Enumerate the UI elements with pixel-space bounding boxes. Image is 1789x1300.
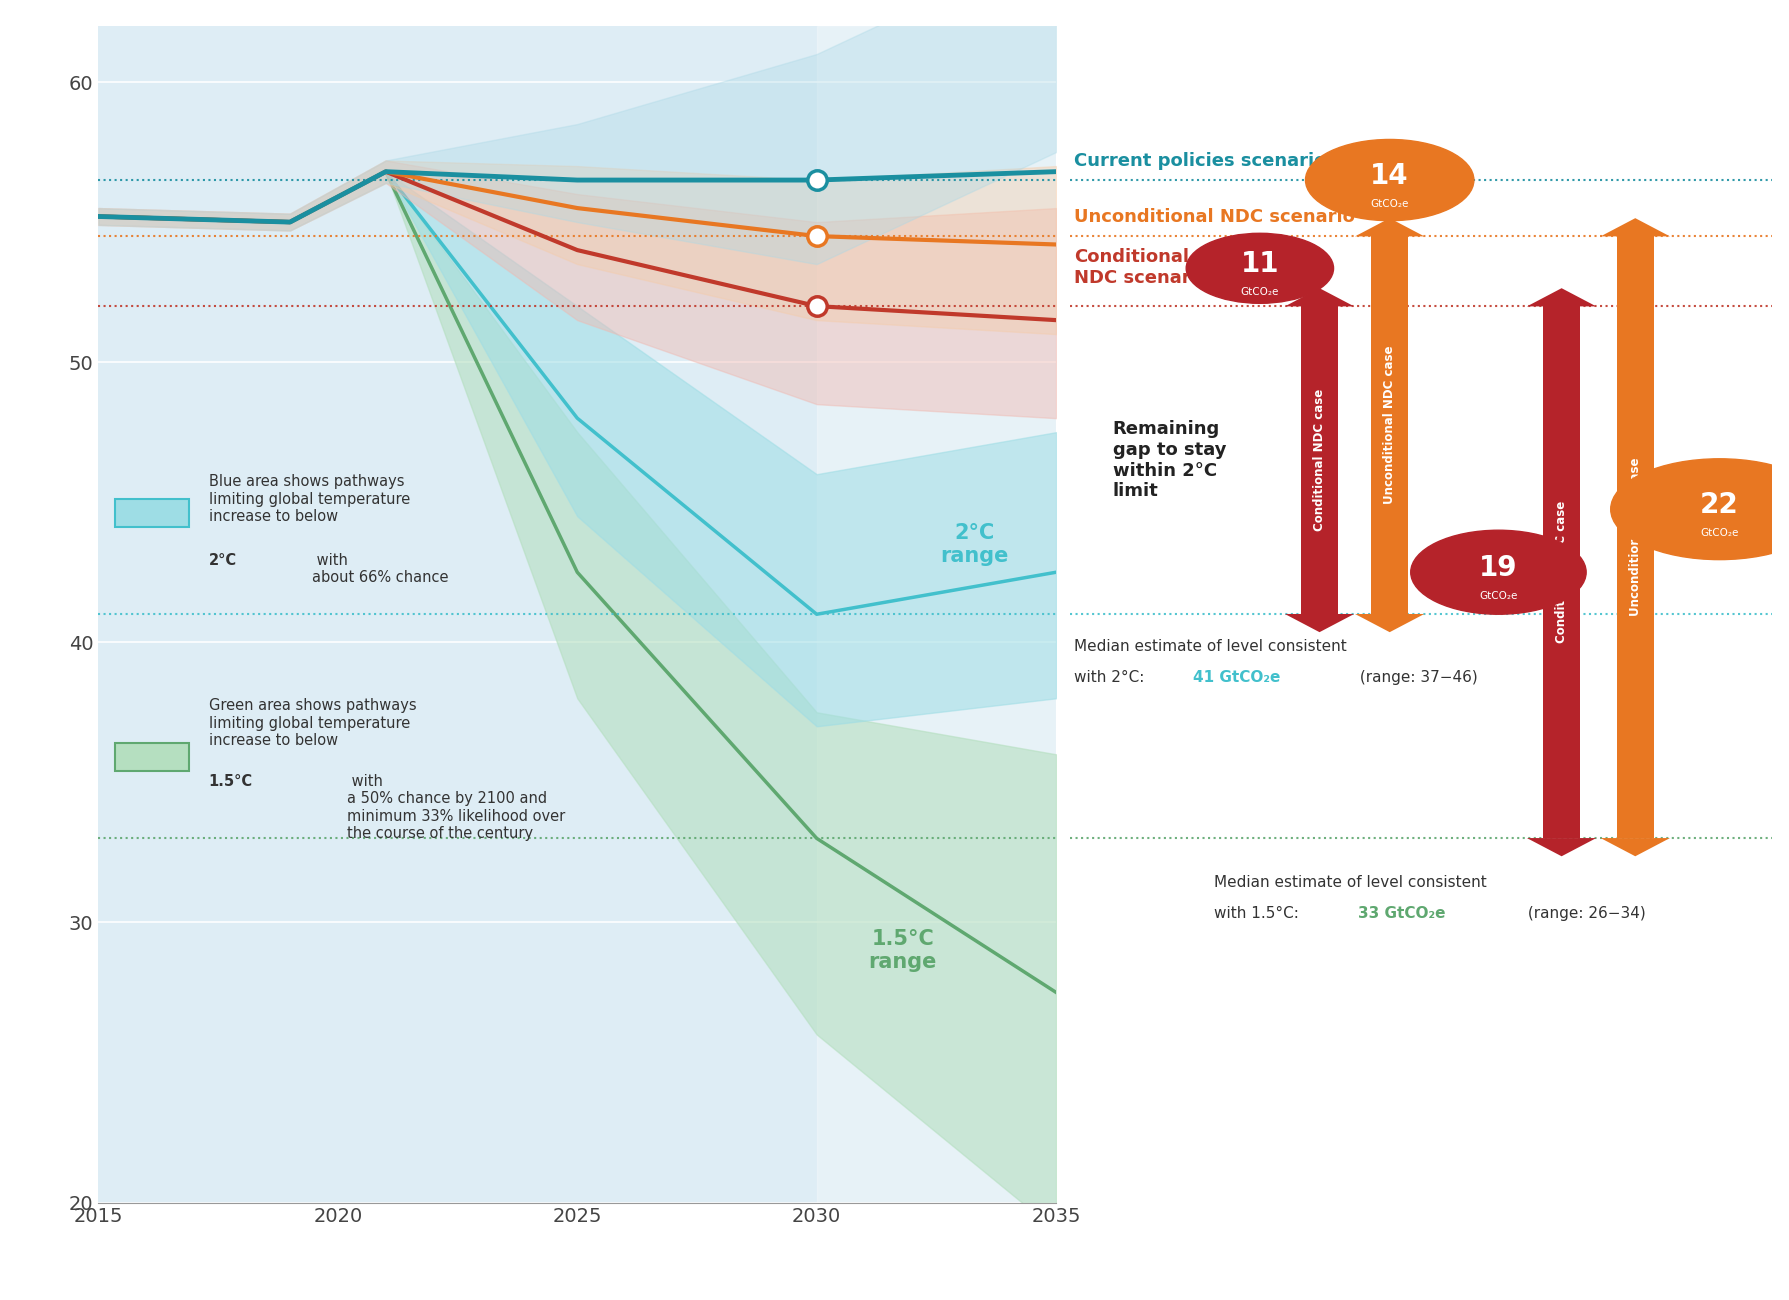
FancyBboxPatch shape — [114, 744, 190, 771]
Text: GtCO₂e: GtCO₂e — [1240, 287, 1279, 298]
Ellipse shape — [1186, 233, 1333, 303]
Text: 19: 19 — [1478, 554, 1517, 582]
Text: with
about 66% chance: with about 66% chance — [311, 552, 447, 585]
FancyArrow shape — [1599, 218, 1669, 237]
Text: GtCO₂e: GtCO₂e — [1370, 199, 1408, 209]
FancyArrow shape — [1526, 838, 1596, 857]
Text: 14: 14 — [1370, 162, 1408, 190]
Text: 1.5°C
range: 1.5°C range — [868, 928, 936, 972]
Text: 11: 11 — [1240, 250, 1279, 278]
Text: Unconditional NDC scenario: Unconditional NDC scenario — [1073, 208, 1354, 226]
FancyArrow shape — [1354, 614, 1424, 632]
Text: with
a 50% chance by 2100 and
minimum 33% likelihood over
the course of the cent: with a 50% chance by 2100 and minimum 33… — [347, 774, 565, 841]
Bar — [1615, 237, 1653, 838]
Text: (range: 26−34): (range: 26−34) — [1522, 906, 1644, 920]
Text: GtCO₂e: GtCO₂e — [1478, 592, 1517, 601]
Bar — [1370, 237, 1408, 615]
Bar — [816, 26, 1056, 1202]
Text: Conditional NDC case: Conditional NDC case — [1313, 389, 1326, 532]
FancyArrow shape — [1285, 289, 1354, 307]
Text: Unconditional NDC case: Unconditional NDC case — [1383, 346, 1395, 504]
Text: Median estimate of level consistent: Median estimate of level consistent — [1073, 640, 1345, 654]
Text: Remaining
gap to stay
within 2°C
limit: Remaining gap to stay within 2°C limit — [1113, 420, 1225, 500]
FancyArrow shape — [1526, 289, 1596, 307]
Text: Conditional NDC case: Conditional NDC case — [1555, 500, 1567, 644]
Text: 2°C
range: 2°C range — [939, 523, 1009, 566]
Text: Unconditional NDC case: Unconditional NDC case — [1628, 458, 1641, 616]
Ellipse shape — [1610, 459, 1789, 559]
Text: Median estimate of level consistent: Median estimate of level consistent — [1213, 875, 1487, 889]
Text: with 1.5°C:: with 1.5°C: — [1213, 906, 1302, 920]
FancyArrow shape — [1354, 218, 1424, 237]
Ellipse shape — [1410, 530, 1585, 615]
Text: Conditional
NDC scenario: Conditional NDC scenario — [1073, 248, 1208, 286]
Text: 22: 22 — [1700, 491, 1737, 519]
FancyBboxPatch shape — [114, 499, 190, 528]
Ellipse shape — [1304, 139, 1472, 221]
Text: GtCO₂e: GtCO₂e — [1700, 528, 1737, 538]
FancyArrow shape — [1285, 614, 1354, 632]
Bar — [1301, 306, 1336, 615]
Text: with 2°C:: with 2°C: — [1073, 671, 1149, 685]
Text: Current policies scenario: Current policies scenario — [1073, 152, 1326, 170]
Text: 2°C: 2°C — [209, 552, 236, 568]
Text: 41 GtCO₂e: 41 GtCO₂e — [1193, 671, 1279, 685]
Bar — [1542, 306, 1580, 838]
Text: 1.5°C: 1.5°C — [209, 774, 252, 789]
Text: Green area shows pathways
limiting global temperature
increase to below: Green area shows pathways limiting globa… — [209, 698, 417, 747]
Text: 33 GtCO₂e: 33 GtCO₂e — [1358, 906, 1446, 920]
FancyArrow shape — [1599, 838, 1669, 857]
Text: (range: 37−46): (range: 37−46) — [1354, 671, 1476, 685]
Text: Blue area shows pathways
limiting global temperature
increase to below: Blue area shows pathways limiting global… — [209, 474, 410, 524]
